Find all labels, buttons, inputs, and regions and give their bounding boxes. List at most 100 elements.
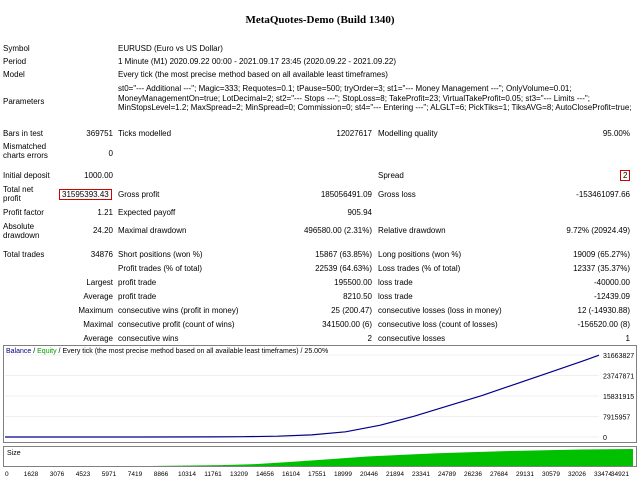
label-average-loss-trade: loss trade (378, 292, 413, 301)
x-tick-label: 18999 (334, 471, 352, 478)
value-avg-cons-losses: 1 (625, 334, 630, 343)
label-short-positions: Short positions (won %) (118, 250, 203, 259)
value-short-positions: 15867 (63.85%) (315, 250, 372, 259)
label-absolute-drawdown: Absolute drawdown (3, 222, 40, 240)
balance-chart-y-ticks: 31663827 23747871 15831915 7915957 0 (603, 353, 634, 442)
label-largest-profit-trade: profit trade (118, 278, 157, 287)
value-maximal-cons-loss: -156520.00 (8) (577, 320, 630, 329)
value-expected-payoff: 905.94 (347, 208, 372, 217)
balance-chart: 31663827 23747871 15831915 7915957 0 (3, 345, 637, 443)
y-tick-label: 31663827 (603, 353, 634, 360)
balance-series-line (5, 354, 600, 438)
label-cons-wins: consecutive wins (118, 334, 179, 343)
value-avg-cons-wins: 2 (367, 334, 372, 343)
label-average-cons: Average (83, 334, 113, 343)
x-tick-label: 5971 (102, 471, 117, 478)
label-cons-losses: consecutive losses (378, 334, 446, 343)
value-average-loss: -12439.09 (593, 292, 630, 301)
value-ticks-modelled: 12027617 (336, 129, 372, 138)
label-expected-payoff: Expected payoff (118, 208, 176, 217)
label-total-net-profit: Total net profit (3, 185, 34, 203)
value-average-profit: 8210.50 (343, 292, 372, 301)
value-symbol: EURUSD (Euro vs US Dollar) (118, 44, 223, 53)
x-tick-label: 10314 (178, 471, 196, 478)
legend-separator: / (31, 348, 38, 355)
size-series-area (5, 449, 633, 466)
y-tick-label: 15831915 (603, 394, 634, 401)
label-profit-trades: Profit trades (% of total) (118, 264, 203, 273)
y-tick-label: 0 (603, 435, 607, 442)
value-largest-loss: -40000.00 (593, 278, 630, 287)
x-tick-label: 1628 (24, 471, 39, 478)
label-relative-drawdown: Relative drawdown (378, 226, 446, 235)
value-profit-factor: 1.21 (97, 208, 113, 217)
label-cons-losses-money: consecutive losses (loss in money) (378, 306, 502, 315)
value-model: Every tick (the most precise method base… (118, 70, 388, 79)
x-tick-label: 27684 (490, 471, 508, 478)
value-absolute-drawdown: 24.20 (92, 226, 113, 235)
label-gross-profit: Gross profit (118, 190, 160, 199)
y-tick-label: 23747871 (603, 374, 634, 381)
x-tick-label: 26236 (464, 471, 482, 478)
label-period: Period (3, 57, 27, 66)
x-tick-label: 29131 (516, 471, 534, 478)
label-cons-wins-money: consecutive wins (profit in money) (118, 306, 239, 315)
value-gross-profit: 185056491.09 (320, 190, 372, 199)
x-tick-label: 16104 (282, 471, 300, 478)
x-tick-label: 11761 (204, 471, 222, 478)
label-model: Model (3, 70, 25, 79)
label-bars-in-test: Bars in test (3, 129, 44, 138)
value-bars-in-test: 369751 (86, 129, 113, 138)
value-total-trades: 34876 (90, 250, 113, 259)
value-spread: 2 (620, 170, 631, 181)
label-cons-loss-count: consecutive loss (count of losses) (378, 320, 498, 329)
value-modelling-quality: 95.00% (602, 129, 630, 138)
value-total-net-profit: 31595393.43 (59, 189, 112, 200)
label-total-trades: Total trades (3, 250, 45, 259)
label-cons-profit-count: consecutive profit (count of wins) (118, 320, 235, 329)
value-period: 1 Minute (M1) 2020.09.22 00:00 - 2021.09… (118, 57, 396, 66)
label-parameters: Parameters (3, 97, 45, 106)
x-tick-label: 17551 (308, 471, 326, 478)
label-spread: Spread (378, 171, 404, 180)
label-modelling-quality: Modelling quality (378, 129, 438, 138)
x-tick-label: 13209 (230, 471, 248, 478)
value-maximal-cons-profit: 341500.00 (6) (322, 320, 372, 329)
label-initial-deposit: Initial deposit (3, 171, 50, 180)
legend-description: / Every tick (the most precise method ba… (56, 348, 329, 355)
x-tick-label: 32026 (568, 471, 586, 478)
x-tick-label: 8866 (154, 471, 169, 478)
label-mismatched: Mismatched charts errors (3, 142, 48, 160)
x-tick-label: 23341 (412, 471, 430, 478)
legend-equity: Equity (37, 348, 57, 355)
value-max-cons-losses: 12 (-14930.88) (577, 306, 630, 315)
size-label: Size (7, 450, 21, 457)
value-max-cons-wins: 25 (200.47) (331, 306, 372, 315)
x-tick-label: 14656 (256, 471, 274, 478)
value-parameters: st0="--- Additional ---"; Magic=333; Req… (118, 84, 632, 112)
balance-chart-frame (3, 345, 637, 443)
value-long-positions: 19009 (65.27%) (573, 250, 630, 259)
x-tick-label: 34921 (611, 471, 629, 478)
x-tick-label: 24789 (438, 471, 456, 478)
report-title: MetaQuotes-Demo (Build 1340) (245, 14, 395, 26)
label-largest: Largest (86, 278, 113, 287)
value-gross-loss: -153461097.66 (576, 190, 630, 199)
x-tick-label: 7419 (128, 471, 143, 478)
label-largest-loss-trade: loss trade (378, 278, 413, 287)
value-mismatched: 0 (108, 149, 113, 158)
value-initial-deposit: 1000.00 (84, 171, 113, 180)
label-maximum: Maximum (78, 306, 113, 315)
value-profit-trades: 22539 (64.63%) (315, 264, 372, 273)
label-long-positions: Long positions (won %) (378, 250, 462, 259)
label-ticks-modelled: Ticks modelled (118, 129, 172, 138)
value-largest-profit: 195500.00 (334, 278, 372, 287)
value-loss-trades: 12337 (35.37%) (573, 264, 630, 273)
label-maximal: Maximal (83, 320, 113, 329)
x-tick-label: 30579 (542, 471, 560, 478)
size-chart-x-ticks: 0 1628 3076 4523 5971 7419 8866 10314 11761 13209… (5, 471, 629, 478)
label-average-profit-trade: profit trade (118, 292, 157, 301)
x-tick-label: 4523 (76, 471, 91, 478)
value-maximal-drawdown: 496580.00 (2.31%) (303, 226, 372, 235)
size-chart: Size 0 1628 3076 4523 5971 7419 8866 10314 11761… (3, 446, 637, 478)
